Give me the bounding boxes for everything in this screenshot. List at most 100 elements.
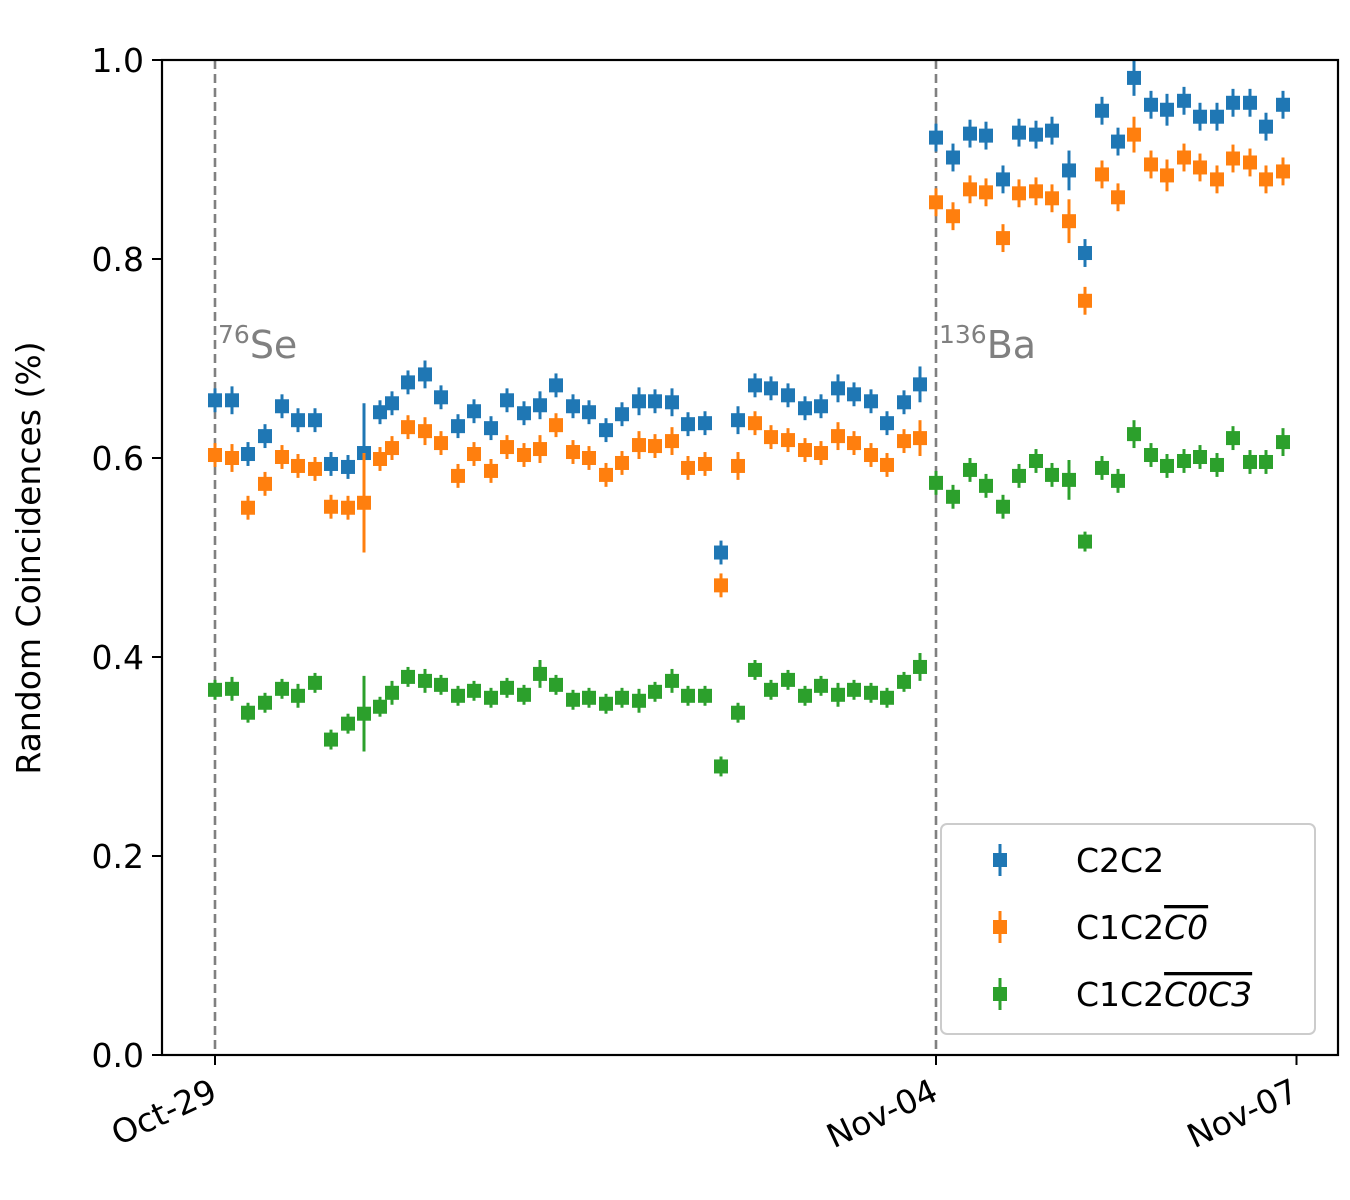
data-point [781, 672, 795, 687]
data-point [648, 394, 662, 409]
x-tick-label: Nov-07 [1181, 1071, 1304, 1156]
data-point [1045, 191, 1059, 206]
legend-item: C1C2C0 [993, 908, 1208, 947]
legend-label-base: C1C2 [1076, 908, 1164, 947]
element-symbol: Ba [987, 323, 1036, 367]
data-point [1127, 70, 1141, 85]
data-point [963, 462, 977, 477]
data-point [979, 185, 993, 200]
data-point [373, 451, 387, 466]
data-point [373, 405, 387, 420]
data-point [814, 399, 828, 414]
data-point [566, 445, 580, 460]
isotope-annotations: 76Se 136Ba [218, 320, 1036, 367]
data-point [418, 424, 432, 439]
data-point [1078, 246, 1092, 261]
data-point [946, 489, 960, 504]
data-point [864, 394, 878, 409]
data-point [615, 455, 629, 470]
data-point [880, 690, 894, 705]
data-point [291, 413, 305, 428]
data-point [880, 457, 894, 472]
data-point [781, 388, 795, 403]
data-point [385, 441, 399, 456]
data-point [1127, 427, 1141, 442]
data-point [979, 478, 993, 493]
data-point [582, 451, 596, 465]
data-point [1259, 454, 1273, 469]
data-point [275, 681, 289, 696]
data-point [1243, 95, 1257, 110]
data-point [748, 416, 762, 431]
data-point [275, 399, 289, 414]
legend-marker [993, 920, 1007, 934]
data-point [798, 401, 812, 416]
data-point [308, 461, 322, 476]
data-point [467, 683, 481, 698]
data-point [1078, 534, 1092, 549]
data-point [1012, 468, 1026, 483]
data-point [308, 413, 322, 428]
data-point [1045, 123, 1059, 138]
data-point [599, 423, 613, 438]
data-points [208, 60, 1290, 777]
data-point [484, 690, 498, 705]
legend-label-base: C2C2 [1076, 841, 1164, 880]
data-point [764, 381, 778, 396]
data-point [632, 438, 646, 453]
legend-label: C1C2C0C3 [1076, 975, 1252, 1014]
data-point [1193, 109, 1207, 124]
data-point [1012, 125, 1026, 140]
data-point [1111, 473, 1125, 488]
data-point [764, 682, 778, 697]
data-point [324, 732, 338, 747]
data-point [566, 692, 580, 707]
legend-marker [993, 987, 1007, 1001]
data-point [324, 499, 338, 514]
data-point [897, 674, 911, 689]
y-tick-label: 0.8 [92, 240, 144, 279]
legend-label: C2C2 [1076, 841, 1164, 880]
data-point [979, 128, 993, 143]
series-C2C2 [208, 60, 1290, 565]
data-point [814, 446, 828, 461]
data-point [258, 429, 272, 444]
data-point [864, 685, 878, 700]
data-point [1095, 460, 1109, 475]
data-point [831, 381, 845, 396]
series-C1C2C0bar [208, 116, 1290, 598]
data-point [467, 447, 481, 462]
data-point [533, 398, 547, 413]
data-point [258, 476, 272, 491]
data-point [913, 431, 927, 446]
mass-number: 76 [218, 320, 250, 349]
data-point [1111, 134, 1125, 149]
data-point [1276, 435, 1290, 450]
data-point [385, 685, 399, 700]
data-point [665, 395, 679, 410]
data-point [1029, 127, 1043, 142]
data-point [308, 675, 322, 690]
data-point [401, 420, 415, 435]
data-point [225, 451, 239, 465]
data-point [1177, 453, 1191, 468]
data-point [632, 693, 646, 708]
data-point [517, 406, 531, 421]
data-point [291, 688, 305, 703]
data-point [847, 682, 861, 697]
data-point [324, 456, 338, 471]
data-point [764, 430, 778, 445]
legend-item: C2C2 [993, 841, 1164, 880]
data-point [291, 458, 305, 473]
data-point [1144, 448, 1158, 463]
data-point [451, 688, 465, 703]
data-point [566, 399, 580, 414]
x-axis: Oct-29 Nov-04 Nov-07 [105, 1055, 1304, 1156]
data-point [1029, 453, 1043, 468]
data-point [714, 545, 728, 560]
data-point [731, 413, 745, 428]
data-point [615, 690, 629, 705]
data-point [1193, 160, 1207, 175]
series-C1C2C0barC3bar [208, 420, 1290, 777]
data-point [241, 447, 255, 462]
